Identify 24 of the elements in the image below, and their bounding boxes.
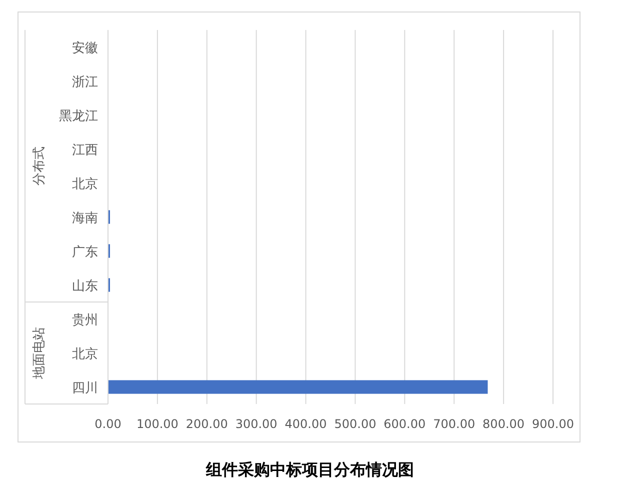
x-tick-label: 600.00: [384, 417, 426, 431]
y-tick-label: 北京: [72, 347, 98, 362]
text: 地面电站: [32, 327, 47, 380]
x-tick-label: 0.00: [94, 417, 122, 431]
y-tick-label: 北京: [72, 177, 98, 192]
x-tick-label: 900.00: [532, 417, 574, 431]
y-tick-label: 黑龙江: [59, 109, 98, 124]
x-tick-label: 800.00: [482, 417, 525, 431]
y-tick-label: 山东: [72, 279, 98, 294]
text: 分布式: [32, 146, 47, 186]
x-tick-label: 100.00: [136, 417, 178, 431]
x-tick-label: 500.00: [334, 417, 376, 431]
y-tick-label: 贵州: [72, 313, 98, 328]
y-tick-label: 四川: [72, 381, 98, 396]
y-tick-label: 江西: [72, 143, 98, 158]
x-tick-label: 200.00: [186, 417, 228, 431]
y-tick-label: 海南: [72, 211, 98, 226]
text: 组件采购中标项目分布情况图: [205, 460, 414, 479]
y-tick-label: 浙江: [72, 75, 98, 90]
x-tick-label: 700.00: [433, 417, 476, 431]
x-tick-label: 300.00: [235, 417, 278, 431]
x-tick-label: 400.00: [284, 417, 327, 431]
y-tick-label: 安徽: [72, 40, 98, 56]
y-tick-label: 广东: [72, 245, 98, 260]
